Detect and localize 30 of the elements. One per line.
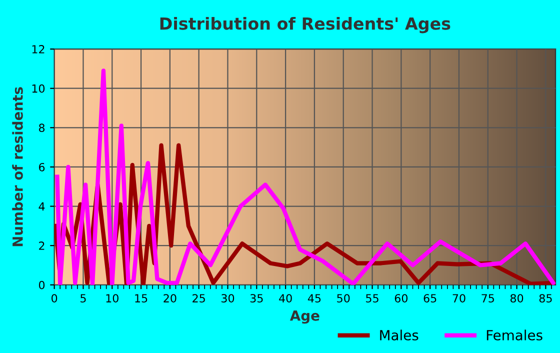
y-tick-label: 4 (38, 202, 45, 210)
chart-title: Distribution of Residents' Ages (160, 16, 450, 34)
legend-label: Males (380, 330, 418, 340)
x-tick-label: 35 (250, 294, 263, 302)
x-tick-label: 20 (164, 294, 176, 302)
x-tick-label: 15 (135, 294, 148, 302)
y-tick-label: 6 (39, 162, 45, 172)
x-tick-label: 5 (80, 294, 86, 302)
x-tick-label: 60 (394, 294, 408, 302)
y-axis-title: Number of residents (12, 87, 23, 246)
x-tick-label: 25 (192, 294, 205, 302)
y-tick-label: 8 (38, 124, 45, 132)
x-tick-label: 75 (482, 294, 494, 302)
x-tick-label: 50 (337, 294, 350, 302)
x-tick-label: 70 (452, 294, 466, 302)
y-tick-label: 0 (38, 280, 45, 290)
x-tick-label: 80 (510, 294, 524, 302)
x-tick-label: 45 (308, 294, 321, 302)
x-tick-label: 30 (222, 294, 234, 302)
y-tick-label: 10 (32, 84, 45, 93)
x-tick-label: 10 (106, 294, 118, 302)
x-tick-label: 0 (52, 294, 58, 302)
x-tick-label: 40 (279, 294, 292, 302)
y-tick-label: 2 (39, 242, 44, 250)
y-tick-label: 12 (32, 45, 44, 54)
x-axis-title: Age (290, 310, 320, 324)
legend-label: Females (486, 330, 542, 340)
x-tick-label: 65 (424, 294, 436, 302)
x-tick-label: 55 (366, 294, 378, 302)
x-tick-label: 85 (539, 294, 552, 302)
